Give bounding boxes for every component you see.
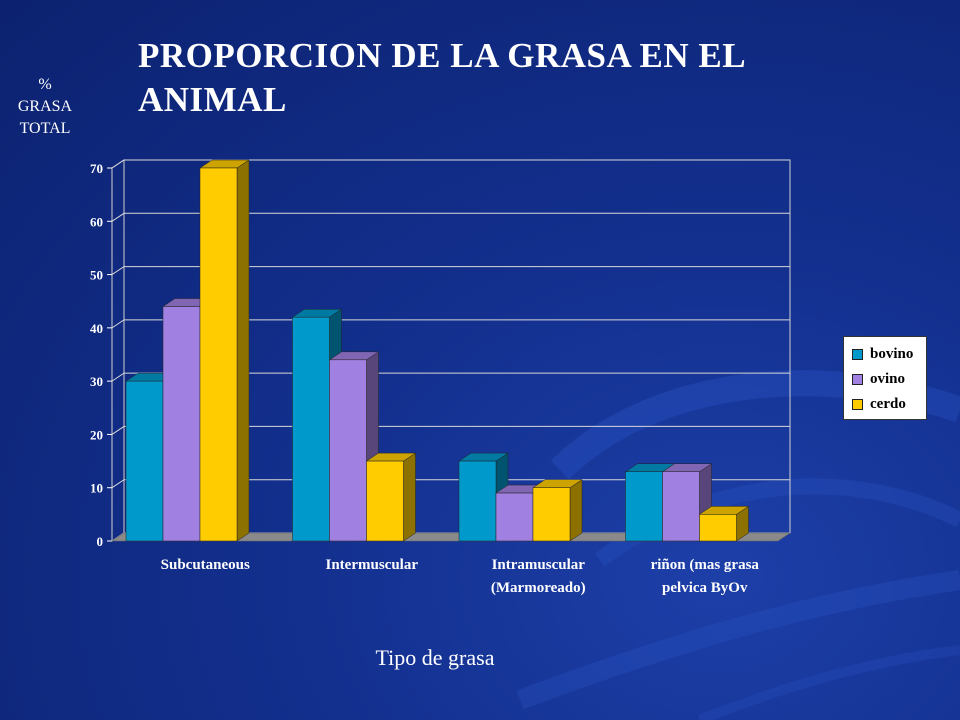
page-title: PROPORCION DE LA GRASA EN EL ANIMAL (138, 36, 745, 119)
legend-label: ovino (870, 371, 906, 387)
legend-label: cerdo (870, 396, 906, 412)
legend-swatch-bovino (852, 349, 863, 360)
x-tick-label: (Marmoreado) (491, 580, 586, 596)
legend-item-cerdo: cerdo (852, 392, 926, 417)
gridline (111, 159, 790, 169)
bar-cerdo (699, 514, 737, 542)
y-tick-label: 0 (97, 534, 104, 549)
legend-label: bovino (870, 346, 914, 362)
bar-ovino (662, 471, 700, 542)
legend-item-ovino: ovino (852, 367, 926, 392)
y-tick-label: 20 (90, 427, 103, 442)
bar-side (403, 452, 416, 542)
chart-legend: bovino ovino cerdo (843, 336, 927, 420)
bar-cerdo (532, 487, 571, 542)
bar-ovino (495, 492, 534, 542)
bar-ovino (329, 359, 367, 542)
gridline (111, 372, 790, 382)
bar-side (236, 159, 250, 542)
y-tick-label: 60 (90, 214, 103, 229)
legend-swatch-cerdo (852, 399, 863, 410)
bar-ovino (162, 306, 201, 542)
y-tick-label: 50 (90, 268, 103, 283)
bar-cerdo (366, 460, 404, 542)
y-axis-label: % GRASA TOTAL (6, 74, 84, 140)
y-axis-label-line: GRASA (17, 98, 73, 115)
gridline (111, 266, 790, 275)
y-tick-label: 70 (90, 161, 103, 176)
x-tick-label: pelvica ByOv (662, 580, 748, 596)
y-axis-label-line: TOTAL (19, 120, 71, 137)
gridline (111, 425, 790, 435)
gridline (111, 212, 790, 222)
bar-side (569, 479, 583, 542)
bar-bovino (125, 380, 164, 542)
y-tick-label: 40 (90, 321, 103, 336)
gridline (111, 319, 790, 329)
bar-bovino (625, 471, 663, 542)
legend-swatch-ovino (852, 374, 863, 385)
x-tick-label: Subcutaneous (161, 557, 250, 573)
bar-cerdo (199, 167, 238, 542)
x-tick-label: Intramuscular (492, 557, 586, 573)
legend-item-bovino: bovino (852, 342, 926, 367)
y-tick-label: 30 (90, 374, 103, 389)
y-tick-label: 10 (90, 481, 103, 496)
bar-bovino (458, 460, 497, 542)
bar-bovino (292, 316, 330, 542)
x-tick-label: Intermuscular (326, 557, 419, 573)
x-axis-label: Tipo de grasa (375, 645, 495, 670)
y-axis-label-line: % (38, 76, 52, 93)
x-tick-label: riñon (mas grasa (651, 557, 760, 573)
